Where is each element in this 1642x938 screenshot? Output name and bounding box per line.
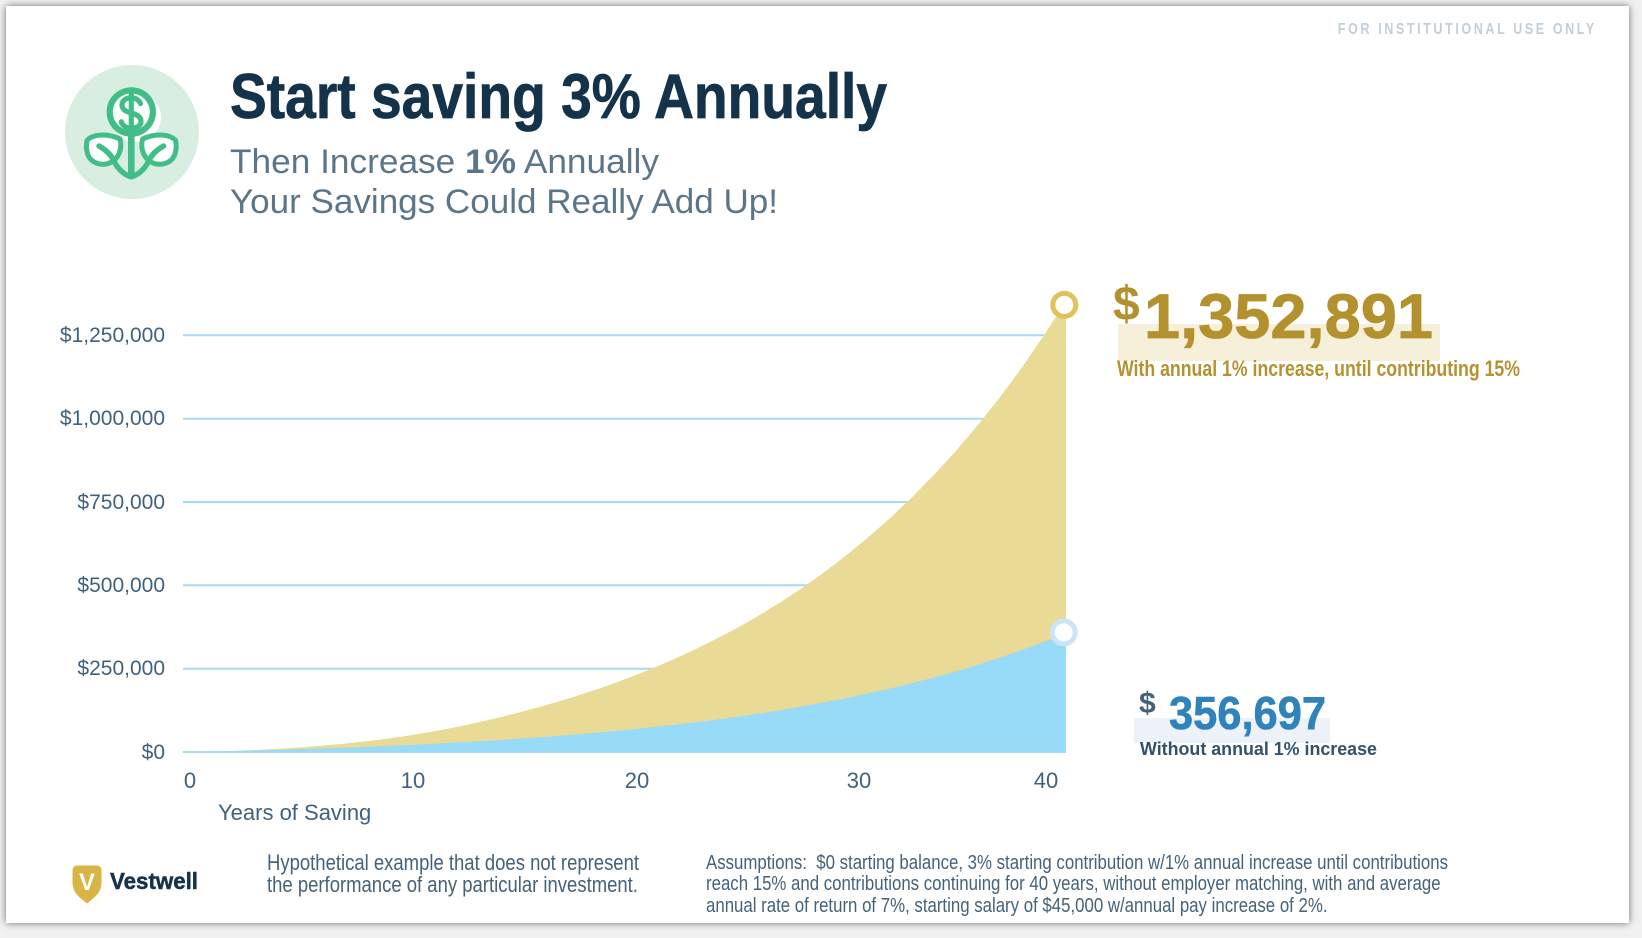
svg-text:V: V — [79, 869, 95, 896]
